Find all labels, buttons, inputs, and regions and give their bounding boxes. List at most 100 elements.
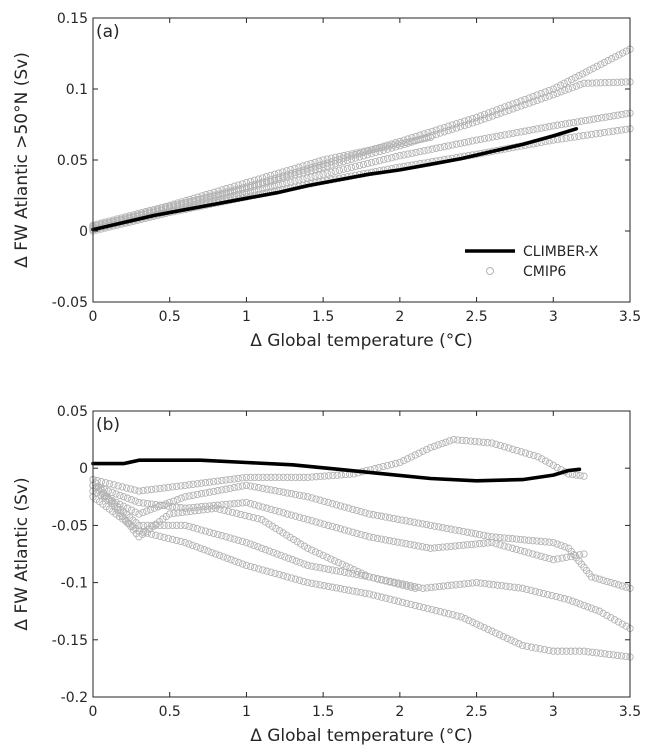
cmip6-point: [515, 640, 523, 648]
cmip6-point: [475, 540, 484, 548]
cmip6-point: [617, 652, 626, 660]
cmip6-point: [133, 210, 142, 218]
cmip6-point: [308, 494, 316, 502]
cmip6-point: [397, 139, 406, 148]
cmip6-point: [231, 557, 239, 565]
cmip6-point: [320, 497, 328, 506]
cmip6-point: [392, 153, 400, 161]
cmip6-point: [355, 161, 364, 170]
cmip6-point: [375, 464, 383, 472]
cmip6-point: [364, 146, 373, 155]
cmip6-point: [220, 506, 228, 514]
y-tick-label: 0: [79, 224, 88, 240]
cmip6-point: [471, 530, 480, 538]
cmip6-point: [295, 491, 304, 499]
cmip6-point: [336, 502, 345, 510]
cmip6-point: [373, 592, 382, 600]
cmip6-point: [572, 471, 580, 479]
cmip6-point: [472, 118, 481, 126]
cmip6-point: [529, 126, 537, 134]
cmip6-point: [250, 483, 259, 491]
cmip6-point: [513, 103, 521, 112]
cmip6-point: [529, 550, 537, 558]
cmip6-point: [250, 564, 259, 572]
cmip6-point: [448, 141, 456, 149]
cmip6-point: [588, 648, 596, 656]
y-tick-label: -0.2: [61, 690, 88, 706]
x-tick-label: 3: [549, 704, 558, 720]
cmip6-point: [611, 53, 620, 61]
cmip6-point: [323, 155, 331, 163]
cmip6-point: [439, 582, 448, 590]
cmip6-point: [444, 582, 452, 590]
cmip6-point: [228, 508, 237, 517]
cmip6-point: [548, 591, 556, 600]
panel-label: (a): [96, 22, 120, 42]
cmip6-point: [281, 553, 289, 561]
cmip6-point: [485, 134, 493, 142]
cmip6-point: [613, 78, 622, 86]
cmip6-point: [553, 121, 561, 129]
cmip6-point: [325, 472, 333, 480]
cmip6-point: [381, 536, 390, 544]
cmip6-point: [308, 517, 316, 525]
cmip6-point: [581, 116, 590, 125]
cmip6-point: [504, 543, 512, 551]
cmip6-point: [343, 164, 352, 173]
cmip6-point: [404, 150, 412, 158]
cmip6-point: [369, 145, 377, 154]
cmip6-point: [242, 473, 251, 482]
cmip6-point: [108, 488, 116, 497]
cmip6-point: [185, 522, 193, 531]
cmip6-point: [435, 543, 443, 552]
cmip6-point: [572, 598, 580, 607]
cmip6-point: [525, 94, 533, 102]
cmip6-point: [607, 613, 615, 622]
cmip6-point: [618, 110, 626, 119]
cmip6-point: [199, 506, 207, 514]
cmip6-point: [212, 504, 220, 512]
x-tick-label: 0.5: [159, 704, 181, 720]
x-tick-label: 1.5: [312, 704, 334, 720]
cmip6-point: [521, 95, 529, 104]
cmip6-point: [385, 142, 393, 150]
cmip6-point: [575, 647, 584, 655]
cmip6-point: [327, 154, 336, 162]
cmip6-point: [414, 519, 422, 527]
cmip6-model-6: [89, 475, 419, 592]
cmip6-point: [320, 520, 328, 528]
cmip6-point: [549, 85, 557, 93]
cmip6-point: [143, 529, 152, 537]
cmip6-point: [562, 134, 570, 142]
cmip6-point: [369, 574, 378, 582]
cmip6-point: [510, 583, 518, 591]
cmip6-point: [614, 618, 623, 626]
cmip6-point: [300, 473, 308, 482]
cmip6-point: [622, 622, 630, 630]
cmip6-point: [447, 525, 455, 533]
cmip6-point: [518, 641, 527, 650]
cmip6-point: [518, 584, 527, 592]
cmip6-point: [471, 437, 479, 446]
cmip6-point: [177, 537, 185, 546]
cmip6-point: [517, 128, 525, 136]
cmip6-point: [416, 147, 424, 156]
cmip6-point: [464, 579, 472, 588]
cmip6-point: [438, 439, 446, 448]
cmip6-point: [307, 159, 315, 168]
cmip6-point: [279, 572, 287, 580]
cmip6-point: [361, 571, 369, 579]
cmip6-point: [259, 566, 267, 574]
cmip6-point: [557, 120, 566, 129]
cmip6-point: [224, 507, 232, 516]
cmip6-point: [194, 193, 202, 201]
cmip6-point: [426, 521, 435, 530]
cmip6-point: [197, 479, 206, 487]
y-tick-label: -0.05: [52, 295, 88, 311]
cmip6-point: [320, 564, 328, 573]
x-tick-label: 2: [395, 704, 404, 720]
cmip6-point: [617, 126, 626, 134]
cmip6-point: [359, 160, 368, 169]
cmip6-point: [262, 184, 271, 192]
